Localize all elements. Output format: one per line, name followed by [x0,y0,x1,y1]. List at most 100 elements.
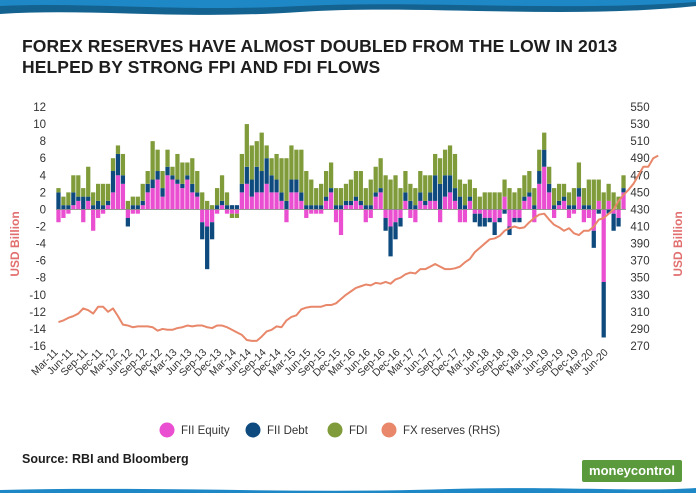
bar-fii-equity [512,209,517,218]
bar-fii-equity [571,209,577,214]
bar-fdi [522,175,527,197]
bar-fdi [249,145,254,180]
bar-fii-debt [353,196,358,201]
bar-fdi [314,188,319,206]
bar-fii-debt [611,213,616,231]
bar-fii-equity [145,192,150,210]
bar-fii-debt [319,205,324,210]
bar-fii-equity [542,166,547,210]
bar-fdi [145,171,150,184]
bar-fdi [482,192,487,210]
chart-title-line-2: HELPED BY STRONG FPI AND FDI FLOWS [22,57,381,77]
bar-fii-debt [234,205,240,210]
bar-fii-debt [522,196,527,201]
bar-fdi [289,145,294,180]
bar-fii-debt [418,192,423,201]
bar-fdi [304,171,309,206]
bar-fii-equity [279,200,284,210]
bar-fii-debt [527,192,532,197]
bar-fii-debt [482,217,487,227]
bar-fii-equity [269,192,274,210]
y-tick-label-left: -10 [29,290,46,302]
bar-fdi [561,183,567,197]
y-tick-label-left: -4 [36,239,47,251]
bar-fdi [140,183,145,201]
bar-fii-debt [110,171,116,193]
y-tick-label-left: 12 [33,102,46,114]
bar-fii-equity [462,209,468,223]
bar-fdi [586,179,591,206]
bar-fii-equity [467,200,472,210]
bar-fdi [264,145,269,159]
bar-fii-equity [155,179,160,210]
bar-fdi [507,188,512,210]
bar-fdi [96,183,101,201]
y-tick-label-right: 390 [630,239,649,251]
bar-fii-equity [324,200,329,210]
bar-fdi [413,188,418,206]
bar-fii-debt [81,196,86,210]
bar-fdi [100,183,106,206]
bar-fdi [229,213,235,218]
bar-fii-equity [110,192,116,210]
bar-fdi [319,183,324,206]
bar-fii-equity [433,200,438,210]
bar-fii-debt [621,188,626,193]
bar-fdi [447,145,453,176]
bar-fdi [190,158,195,184]
bar-fii-equity [120,183,126,210]
bar-fii-debt [462,205,468,210]
bar-fii-equity [487,209,492,218]
bar-fii-debt [343,200,349,206]
bar-fii-debt [447,175,453,193]
bar-fii-debt [566,205,572,210]
bar-fii-debt [105,200,111,206]
bar-fdi [210,205,215,210]
bar-fii-equity [338,209,344,236]
bar-fii-debt [616,217,621,227]
legend-label: FII Debt [267,425,309,437]
bar-fii-debt [61,205,66,210]
bar-fii-debt [244,166,249,184]
bar-fii-debt [571,205,577,210]
bar-fdi [294,149,299,180]
bar-fii-equity [130,209,135,214]
bar-fii-equity [91,209,96,231]
bar-fii-equity [482,209,487,218]
bar-fii-equity [200,209,205,223]
fx-reserves-line [58,154,659,342]
y-tick-label-right: 370 [630,256,649,268]
bar-fii-equity [249,196,254,210]
y-tick-label-right: 430 [630,204,649,216]
left-axis: 12 10 8 6 4 2 0 -2 -4 -6 -8 -10 -12 -14 -16 [29,102,46,353]
bar-fii-equity [244,183,249,210]
bar-fdi [200,192,205,210]
bar-fii-debt [452,188,458,201]
bar-fdi [254,141,259,167]
legend-marker [381,422,397,438]
bar-fii-debt [403,192,408,201]
bar-fdi [591,179,596,210]
y-tick-label-left: -16 [29,341,46,353]
bar-fii-debt [467,196,472,201]
bar-fii-debt [304,205,309,210]
bar-fii-debt [125,217,130,227]
bar-fdi [571,188,577,206]
y-tick-label-right: 550 [630,102,649,114]
bar-fii-debt [100,205,106,210]
bar-fii-debt [497,217,502,223]
bar-fii-equity [457,209,463,223]
bar-fii-equity [333,209,339,223]
bar-fii-debt [561,196,567,201]
bar-fii-debt [76,196,81,201]
legend-label: FII Equity [181,425,230,437]
bar-fdi [487,192,492,210]
bar-fii-equity [219,205,225,210]
bar-fii-equity [170,179,175,210]
bar-fii-debt [413,205,418,210]
bar-fii-equity [81,209,86,223]
bar-fii-equity [195,196,200,210]
bar-fii-equity [497,209,502,218]
bar-fii-debt [358,200,363,206]
bar-fii-equity [477,209,482,214]
